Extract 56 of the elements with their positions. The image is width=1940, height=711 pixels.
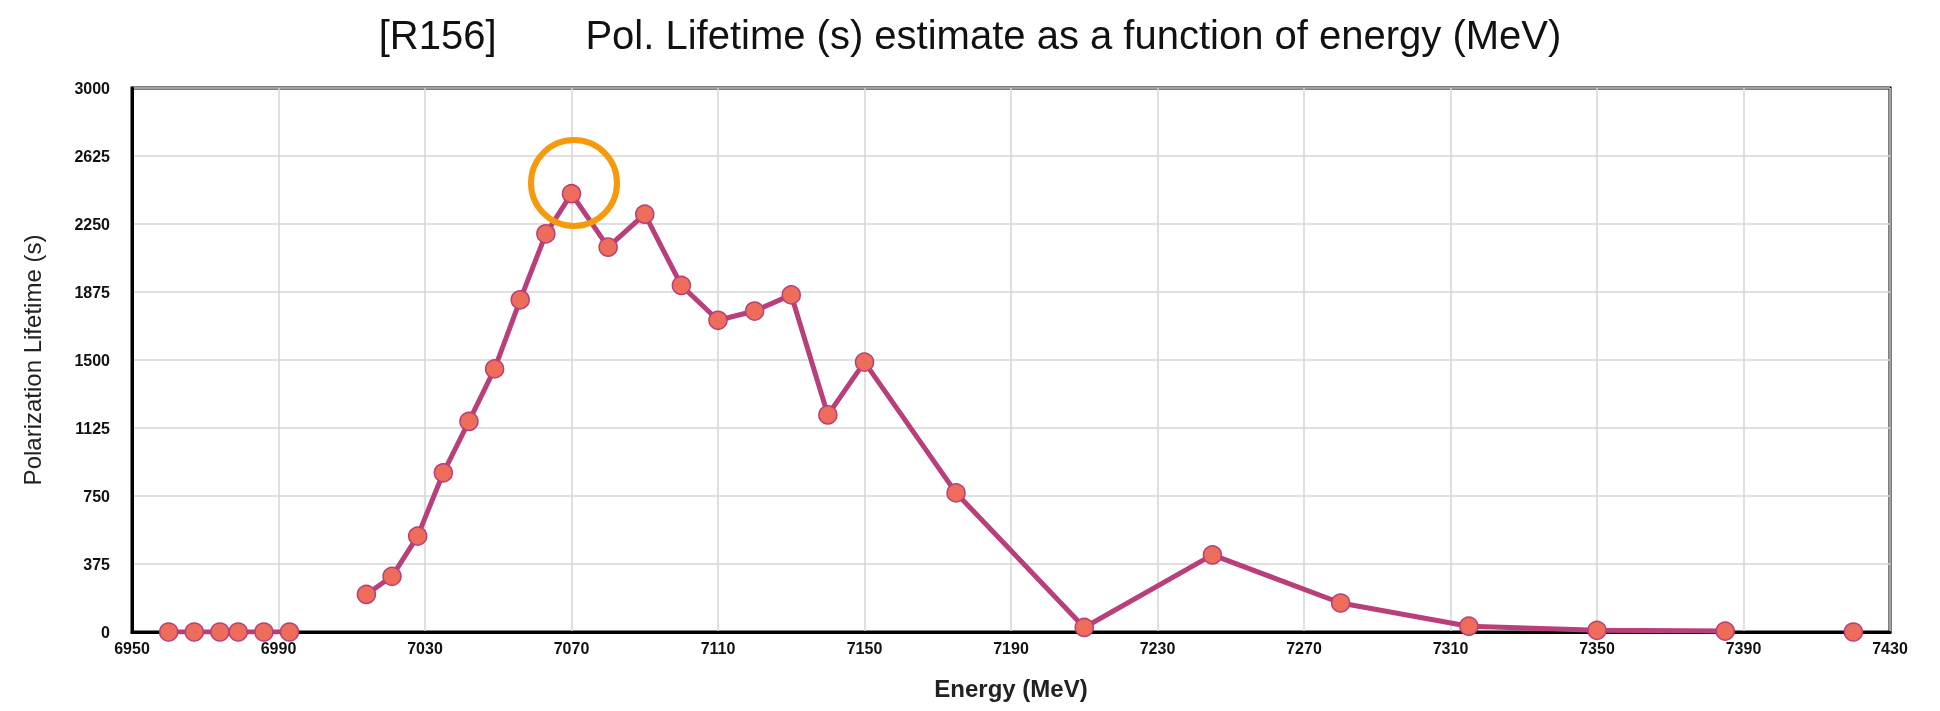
point [1074,617,1094,638]
point [671,275,692,296]
point [228,622,248,642]
point [1202,545,1223,565]
point [510,290,530,310]
x-tick-label: 7070 [553,639,590,657]
point [382,566,402,587]
x-tick-label: 7350 [1579,639,1615,657]
y-tick-label: 2625 [74,147,111,165]
point [254,622,274,642]
chart-title: [R156] Pol. Lifetime (s) estimate as a function of energy (MeV) [378,13,1562,57]
x-tick-label: 7430 [1872,639,1908,657]
y-axis-title: Polarization Lifetime (s) [18,234,46,486]
point [459,411,479,432]
y-tick-label: 1500 [74,351,111,369]
point [279,622,300,642]
y-tick-label: 375 [83,555,111,573]
point [635,204,655,224]
point [708,310,728,331]
point [818,405,838,425]
point [433,463,454,483]
point [210,622,230,642]
x-tick-label: 7390 [1725,639,1762,657]
point [484,359,505,379]
point [744,301,765,321]
y-tick-label: 1125 [75,419,111,437]
point [536,224,556,244]
point [1715,621,1735,641]
x-tick-label: 7030 [407,639,443,657]
point [561,183,582,204]
x-tick-label: 7150 [846,639,883,657]
point [1587,620,1607,641]
x-tick-label: 6950 [114,639,150,657]
point [158,622,179,642]
x-tick-label: 7310 [1432,639,1469,657]
point [854,352,875,372]
y-tick-label: 750 [83,487,111,505]
x-tick-label: 7230 [1139,639,1176,657]
x-axis-title: Energy (MeV) [934,674,1088,702]
point [1330,593,1351,613]
point [184,622,205,642]
x-tick-label: 7110 [700,639,736,657]
point [781,285,801,305]
point [1459,616,1479,636]
x-tick-label: 7190 [993,639,1029,657]
point [598,237,618,257]
y-tick-label: 3000 [74,79,111,97]
point [1843,622,1864,642]
y-tick-label: 1875 [74,283,111,301]
y-tick-label: 0 [101,623,111,641]
point [407,526,428,546]
point [356,584,377,605]
x-tick-label: 6990 [260,639,297,657]
point [946,483,966,503]
y-tick-label: 2250 [74,215,111,233]
x-tick-label: 7270 [1286,639,1322,657]
